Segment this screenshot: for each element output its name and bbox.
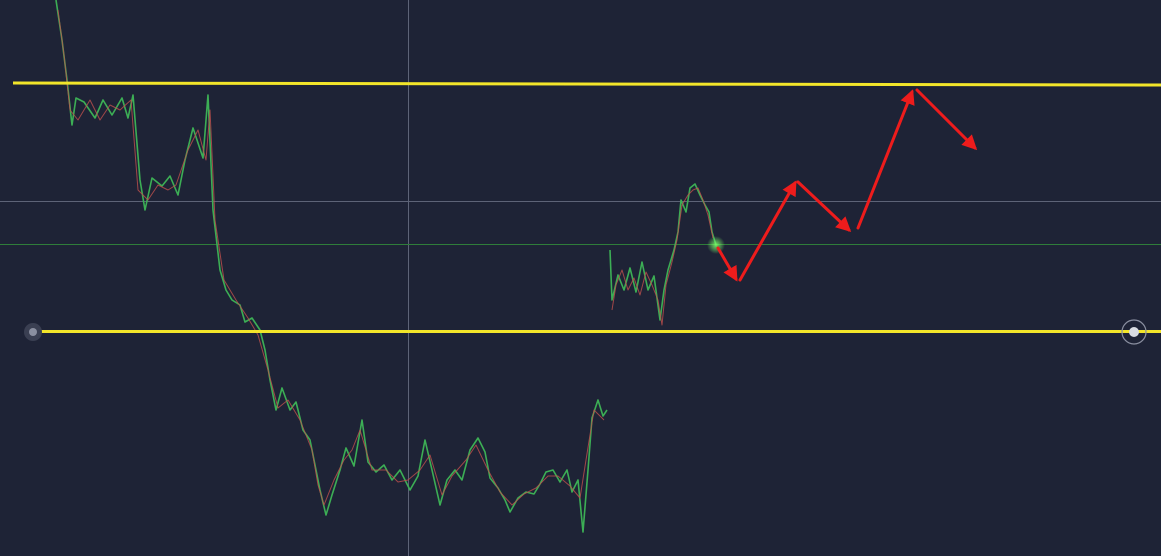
resistance-line[interactable] (12, 81, 1161, 87)
arrow (856, 89, 915, 230)
line-handle-inner (29, 328, 37, 336)
arrow (738, 180, 797, 282)
line-handle-outer[interactable] (1121, 319, 1147, 345)
price-series (55, 0, 717, 533)
price-trace-down (57, 9, 605, 506)
price-trace-recent-up (609, 183, 717, 321)
line-handle-inner (1129, 327, 1139, 337)
arrow (796, 180, 852, 233)
arrow (915, 88, 978, 151)
price-trace-recent-down (611, 187, 714, 326)
arrow (716, 246, 738, 282)
last-price-glow (707, 236, 725, 254)
projection-arrows (716, 88, 978, 282)
price-trace-up (55, 0, 608, 533)
